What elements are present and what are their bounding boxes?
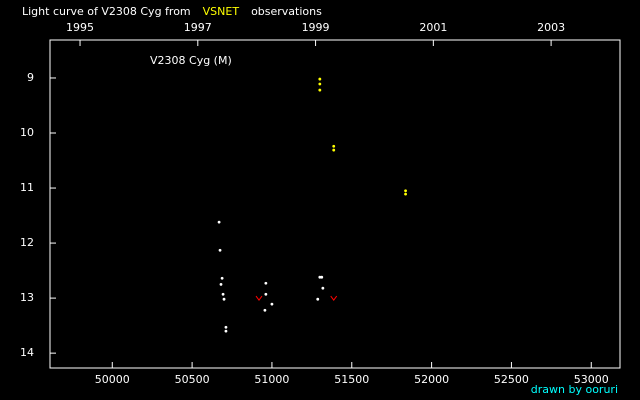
annotation: V2308 Cyg (M) (150, 54, 232, 67)
data-point (263, 308, 267, 312)
fainter-mark (255, 295, 263, 301)
y-tick-label: 13 (20, 291, 34, 304)
data-point (264, 281, 268, 285)
data-point (320, 275, 324, 279)
chart-title: observations (251, 5, 322, 18)
data-point (404, 192, 407, 196)
x-tick-label: 50500 (175, 373, 210, 386)
data-point (217, 220, 221, 224)
x-tick-label: 52500 (494, 373, 529, 386)
data-point (224, 329, 228, 333)
x-tick-label: 53000 (574, 373, 609, 386)
y-tick-label: 12 (20, 236, 34, 249)
data-point (318, 77, 322, 81)
y-tick-label: 14 (20, 346, 34, 359)
data-point (224, 325, 228, 329)
data-point (219, 282, 223, 286)
data-point (218, 248, 222, 252)
data-point (404, 189, 407, 193)
x-tick-label: 52000 (414, 373, 449, 386)
data-point (316, 297, 320, 301)
data-point (318, 82, 322, 86)
credit: drawn by ooruri (531, 383, 618, 396)
y-tick-label: 10 (20, 126, 34, 139)
data-point (318, 275, 322, 279)
x2-tick-label: 1999 (302, 21, 330, 34)
x2-tick-label: 2003 (537, 21, 565, 34)
x2-tick-label: 1997 (184, 21, 212, 34)
chart-title: VSNET (203, 5, 240, 18)
y-tick-label: 11 (20, 181, 34, 194)
data-point (270, 302, 274, 306)
x-tick-label: 50000 (95, 373, 130, 386)
x-tick-label: 51500 (334, 373, 369, 386)
data-point (332, 148, 336, 152)
data-point (318, 88, 322, 92)
plot-frame (49, 39, 621, 369)
data-point (220, 276, 224, 280)
y-tick-label: 9 (27, 71, 34, 84)
x2-tick-label: 2001 (419, 21, 447, 34)
chart-title: Light curve of V2308 Cyg from (22, 5, 191, 18)
x-tick-label: 51000 (254, 373, 289, 386)
data-point (221, 292, 225, 296)
fainter-mark (330, 295, 338, 301)
data-point (321, 286, 325, 290)
data-point (264, 292, 268, 296)
data-point (332, 144, 336, 148)
data-point (222, 297, 226, 301)
x2-tick-label: 1995 (66, 21, 94, 34)
